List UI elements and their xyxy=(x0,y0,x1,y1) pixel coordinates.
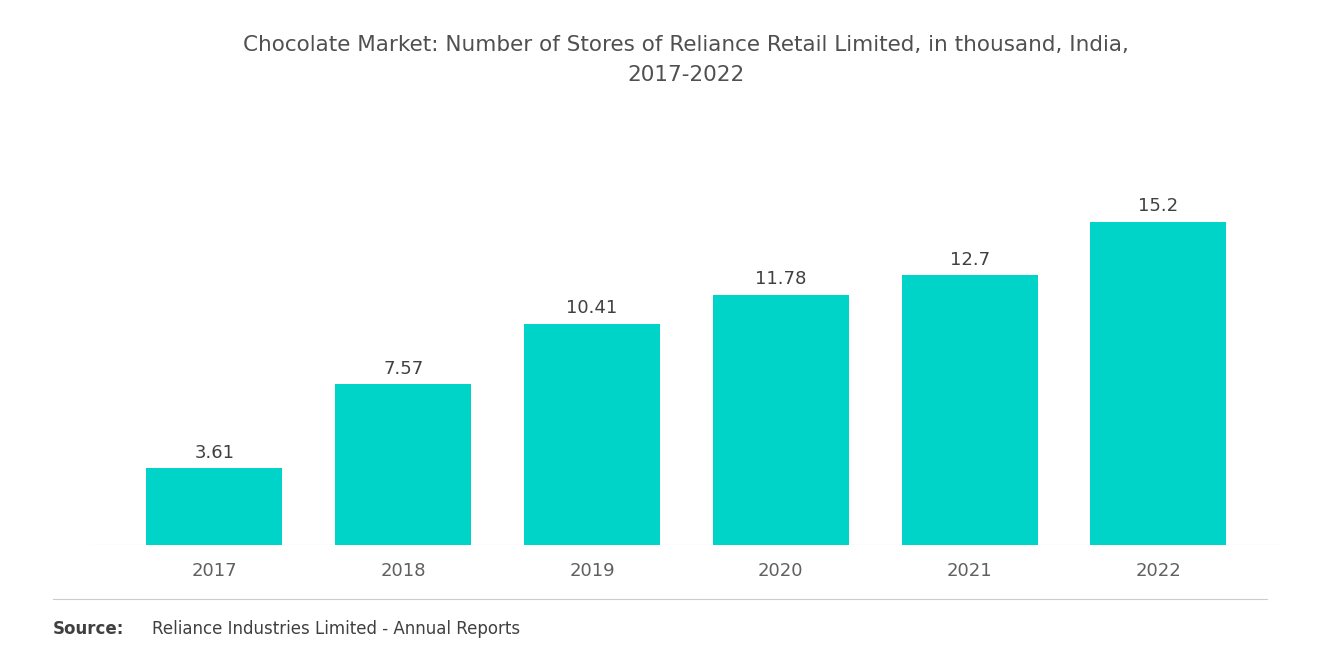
Text: 15.2: 15.2 xyxy=(1138,198,1179,215)
Text: 12.7: 12.7 xyxy=(949,251,990,269)
Bar xyxy=(1090,222,1226,545)
Text: Source:: Source: xyxy=(53,620,124,638)
Title: Chocolate Market: Number of Stores of Reliance Retail Limited, in thousand, Indi: Chocolate Market: Number of Stores of Re… xyxy=(243,35,1130,85)
Bar xyxy=(335,384,471,545)
Text: Reliance Industries Limited - Annual Reports: Reliance Industries Limited - Annual Rep… xyxy=(152,620,520,638)
Bar xyxy=(524,324,660,545)
Text: 10.41: 10.41 xyxy=(566,299,618,317)
Text: 11.78: 11.78 xyxy=(755,270,807,288)
Text: 3.61: 3.61 xyxy=(194,444,235,462)
Bar xyxy=(713,295,849,545)
Bar xyxy=(147,468,282,545)
Bar xyxy=(902,275,1038,545)
Text: 7.57: 7.57 xyxy=(383,360,424,378)
